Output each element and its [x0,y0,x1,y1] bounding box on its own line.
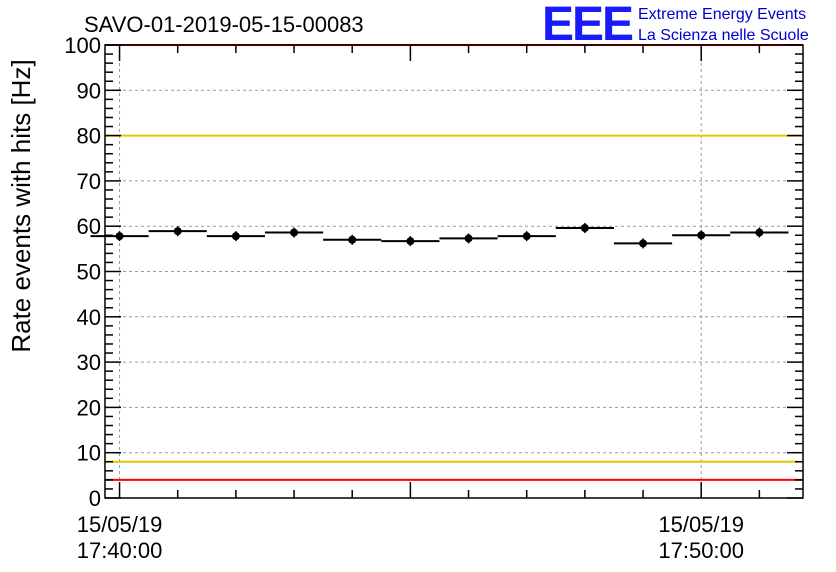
y-tick-label: 70 [77,169,101,194]
x-tick-label-time: 17:40:00 [77,538,163,563]
y-tick-label: 100 [64,33,101,58]
y-tick-label: 40 [77,305,101,330]
data-point [464,234,473,243]
data-point [755,228,764,237]
data-point [231,232,240,241]
axis-ticks [105,44,803,499]
logo-line1: Extreme Energy Events [638,6,806,23]
data-point [348,235,357,244]
y-tick-label: 80 [77,124,101,149]
eee-logo: EEE Extreme Energy Events La Scienza nel… [542,0,809,51]
data-point [406,237,415,246]
data-point [522,232,531,241]
data-point [173,227,182,236]
y-tick-label: 60 [77,214,101,239]
tick-labels: 010203040506070809010015/05/1917:40:0015… [64,33,744,563]
y-tick-label: 30 [77,350,101,375]
logo-line2: La Scienza nelle Scuole [638,27,809,44]
y-tick-label: 20 [77,395,101,420]
data-series [90,223,789,249]
x-tick-label-time: 17:50:00 [658,538,744,563]
y-tick-label: 90 [77,78,101,103]
y-axis-title: Rate events with hits [Hz] [6,59,36,352]
logo-mark: EEE [542,0,633,51]
y-tick-label: 50 [77,260,101,285]
data-point [580,224,589,233]
data-point [290,228,299,237]
y-tick-label: 10 [77,441,101,466]
x-tick-label-date: 15/05/19 [658,512,744,537]
data-point [639,239,648,248]
y-tick-label: 0 [89,486,101,511]
data-point [115,232,124,241]
data-point [697,231,706,240]
x-tick-label-date: 15/05/19 [77,512,163,537]
chart-title: SAVO-01-2019-05-15-00083 [84,12,364,37]
